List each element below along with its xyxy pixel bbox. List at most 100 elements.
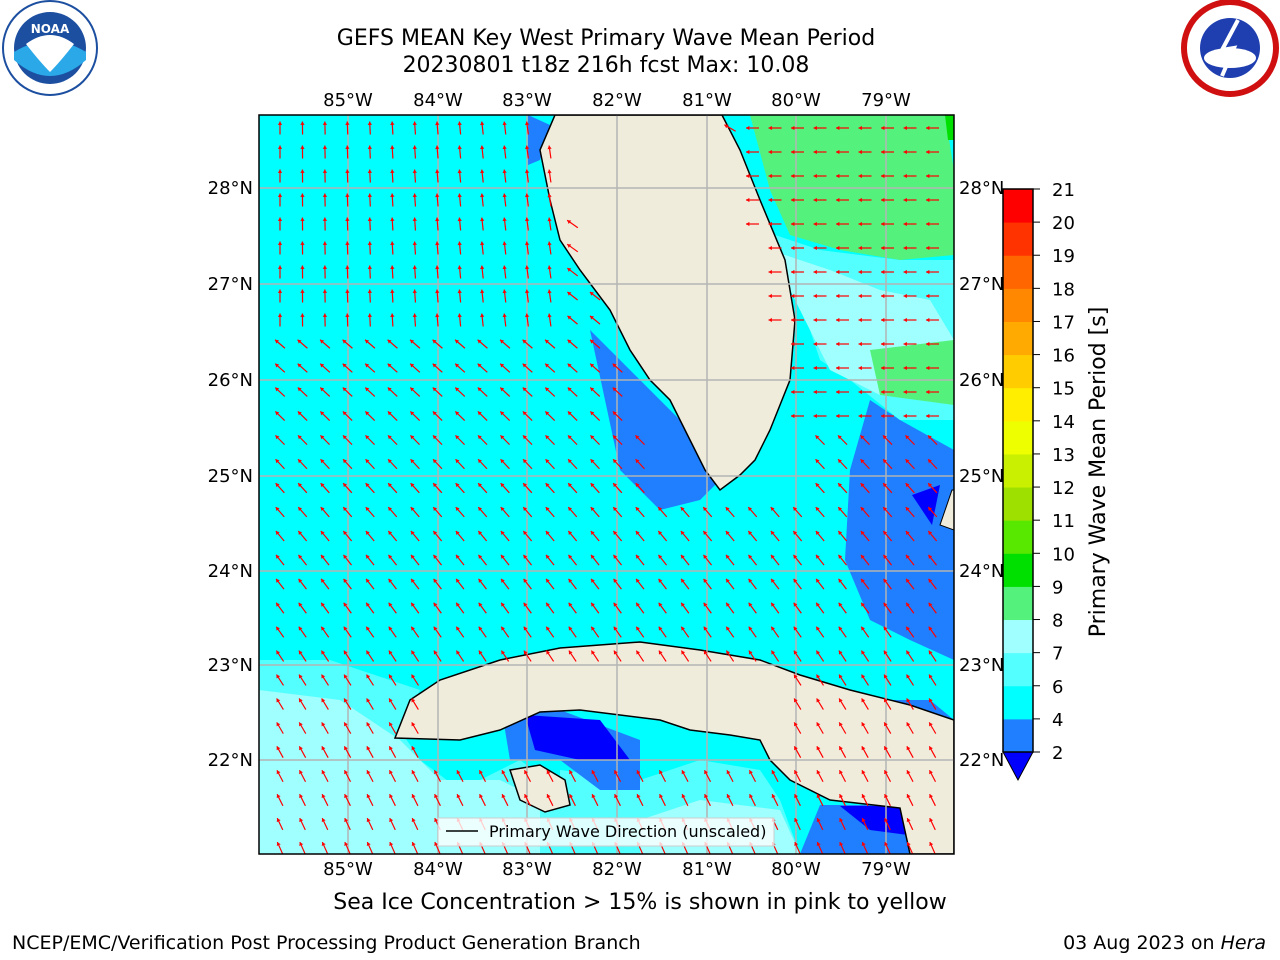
wave-arrow-head — [590, 435, 595, 440]
colorbar-tick-label: 13 — [1052, 445, 1075, 466]
wave-arrow-head — [858, 197, 862, 203]
wave-arrow-head — [277, 313, 283, 317]
wave-arrow-head — [411, 818, 416, 823]
wave-arrow-head — [815, 435, 820, 440]
wave-arrow-head — [524, 313, 530, 318]
wave-arrow-head — [546, 578, 550, 583]
wave-arrow-head — [838, 602, 843, 607]
branch-credit: NCEP/EMC/Verification Post Processing Pr… — [12, 932, 641, 954]
wave-arrow-head — [502, 217, 507, 222]
wave-arrow-head — [434, 794, 439, 799]
wave-arrow-head — [838, 626, 843, 631]
wave-arrow-head — [480, 217, 485, 222]
wave-arrow-head — [343, 507, 348, 512]
wave-arrow-head — [884, 818, 889, 823]
wave-arrow-head — [568, 602, 573, 607]
wave-arrow-head — [320, 435, 325, 440]
wave-arrow-head — [412, 241, 417, 246]
wave-arrow-head — [590, 459, 595, 464]
wave-arrow-head — [389, 674, 393, 679]
wave-arrow-head — [903, 149, 907, 155]
colorbar-tick-label: 19 — [1052, 246, 1075, 267]
wave-arrow-head — [366, 770, 371, 775]
wave-arrow-head — [432, 435, 437, 440]
wave-arrow-head — [791, 269, 795, 275]
wave-arrow-head — [390, 145, 395, 150]
wave-arrow-head — [836, 173, 840, 179]
wave-arrow-head — [838, 578, 843, 583]
wave-arrow-head — [838, 459, 842, 464]
wave-arrow-head — [342, 435, 347, 440]
wave-arrow-head — [277, 145, 283, 149]
wave-arrow-head — [299, 746, 303, 751]
lat-label: 27°N — [959, 274, 1004, 295]
wave-arrow-head — [480, 265, 485, 270]
wave-arrow-head — [388, 530, 393, 535]
wave-arrow-head — [502, 193, 507, 198]
wave-arrow-head — [726, 770, 731, 775]
wave-arrow-head — [613, 626, 618, 631]
wave-arrow-head — [635, 459, 640, 464]
wave-arrow-head — [389, 698, 393, 703]
wave-arrow-head — [322, 265, 328, 269]
wave-arrow-head — [455, 554, 460, 559]
wave-arrow-head — [636, 602, 640, 607]
wave-arrow-head — [929, 770, 933, 775]
wave-arrow-head — [680, 530, 685, 535]
wave-arrow-head — [636, 794, 641, 799]
wave-arrow-head — [411, 770, 416, 775]
wave-arrow-head — [432, 411, 437, 416]
wave-arrow-head — [768, 293, 772, 299]
lat-label: 24°N — [959, 561, 1004, 582]
wave-arrow-head — [345, 313, 350, 317]
wave-arrow-head — [794, 794, 799, 799]
wave-arrow-head — [903, 221, 907, 227]
wave-arrow-head — [748, 602, 753, 607]
wave-arrow-head — [860, 459, 865, 464]
wave-arrow-head — [367, 193, 372, 197]
wave-arrow-head — [343, 650, 348, 655]
wave-arrow-head — [567, 315, 572, 320]
wave-arrow-head — [882, 435, 887, 440]
wave-arrow-head — [883, 578, 888, 583]
wave-arrow-head — [926, 341, 930, 347]
wave-arrow-head — [297, 363, 302, 368]
wave-arrow-head — [836, 413, 840, 419]
wave-arrow-head — [275, 435, 280, 440]
lat-label: 25°N — [208, 466, 253, 487]
wave-arrow-head — [590, 411, 595, 416]
wave-arrow-head — [903, 389, 907, 395]
wave-arrow-head — [322, 193, 328, 197]
wave-arrow-head — [614, 794, 619, 799]
wave-arrow-head — [345, 169, 350, 173]
wave-arrow-head — [768, 269, 772, 275]
colorbar-tick-label: 4 — [1052, 710, 1063, 731]
wave-arrow-head — [412, 193, 417, 198]
wave-arrow-head — [703, 578, 708, 583]
wave-arrow-head — [839, 770, 843, 775]
wave-arrow-head — [813, 389, 817, 395]
wave-arrow-head — [725, 507, 730, 512]
wave-arrow-head — [389, 794, 394, 799]
wave-arrow-head — [456, 794, 461, 799]
wave-arrow-head — [839, 794, 844, 799]
wave-arrow-head — [858, 293, 862, 299]
wave-arrow-head — [906, 722, 911, 727]
wave-arrow-head — [345, 193, 350, 197]
wave-arrow-head — [276, 818, 281, 823]
colorbar-tick-label: 2 — [1052, 743, 1063, 764]
wave-arrow-head — [390, 313, 395, 318]
wave-arrow-head — [299, 674, 303, 679]
wave-arrow-head — [432, 339, 437, 344]
wave-arrow-head — [748, 650, 753, 655]
wave-arrow-head — [522, 339, 527, 344]
colorbar-segment — [1003, 685, 1033, 720]
wave-arrow-head — [321, 794, 326, 799]
wave-arrow-head — [883, 483, 887, 488]
wave-arrow-head — [813, 341, 817, 347]
wave-arrow-head — [479, 794, 484, 799]
wave-arrow-head — [388, 459, 392, 464]
wave-arrow-head — [883, 602, 888, 607]
wave-arrow-head — [457, 145, 462, 150]
wave-arrow-head — [389, 770, 393, 775]
